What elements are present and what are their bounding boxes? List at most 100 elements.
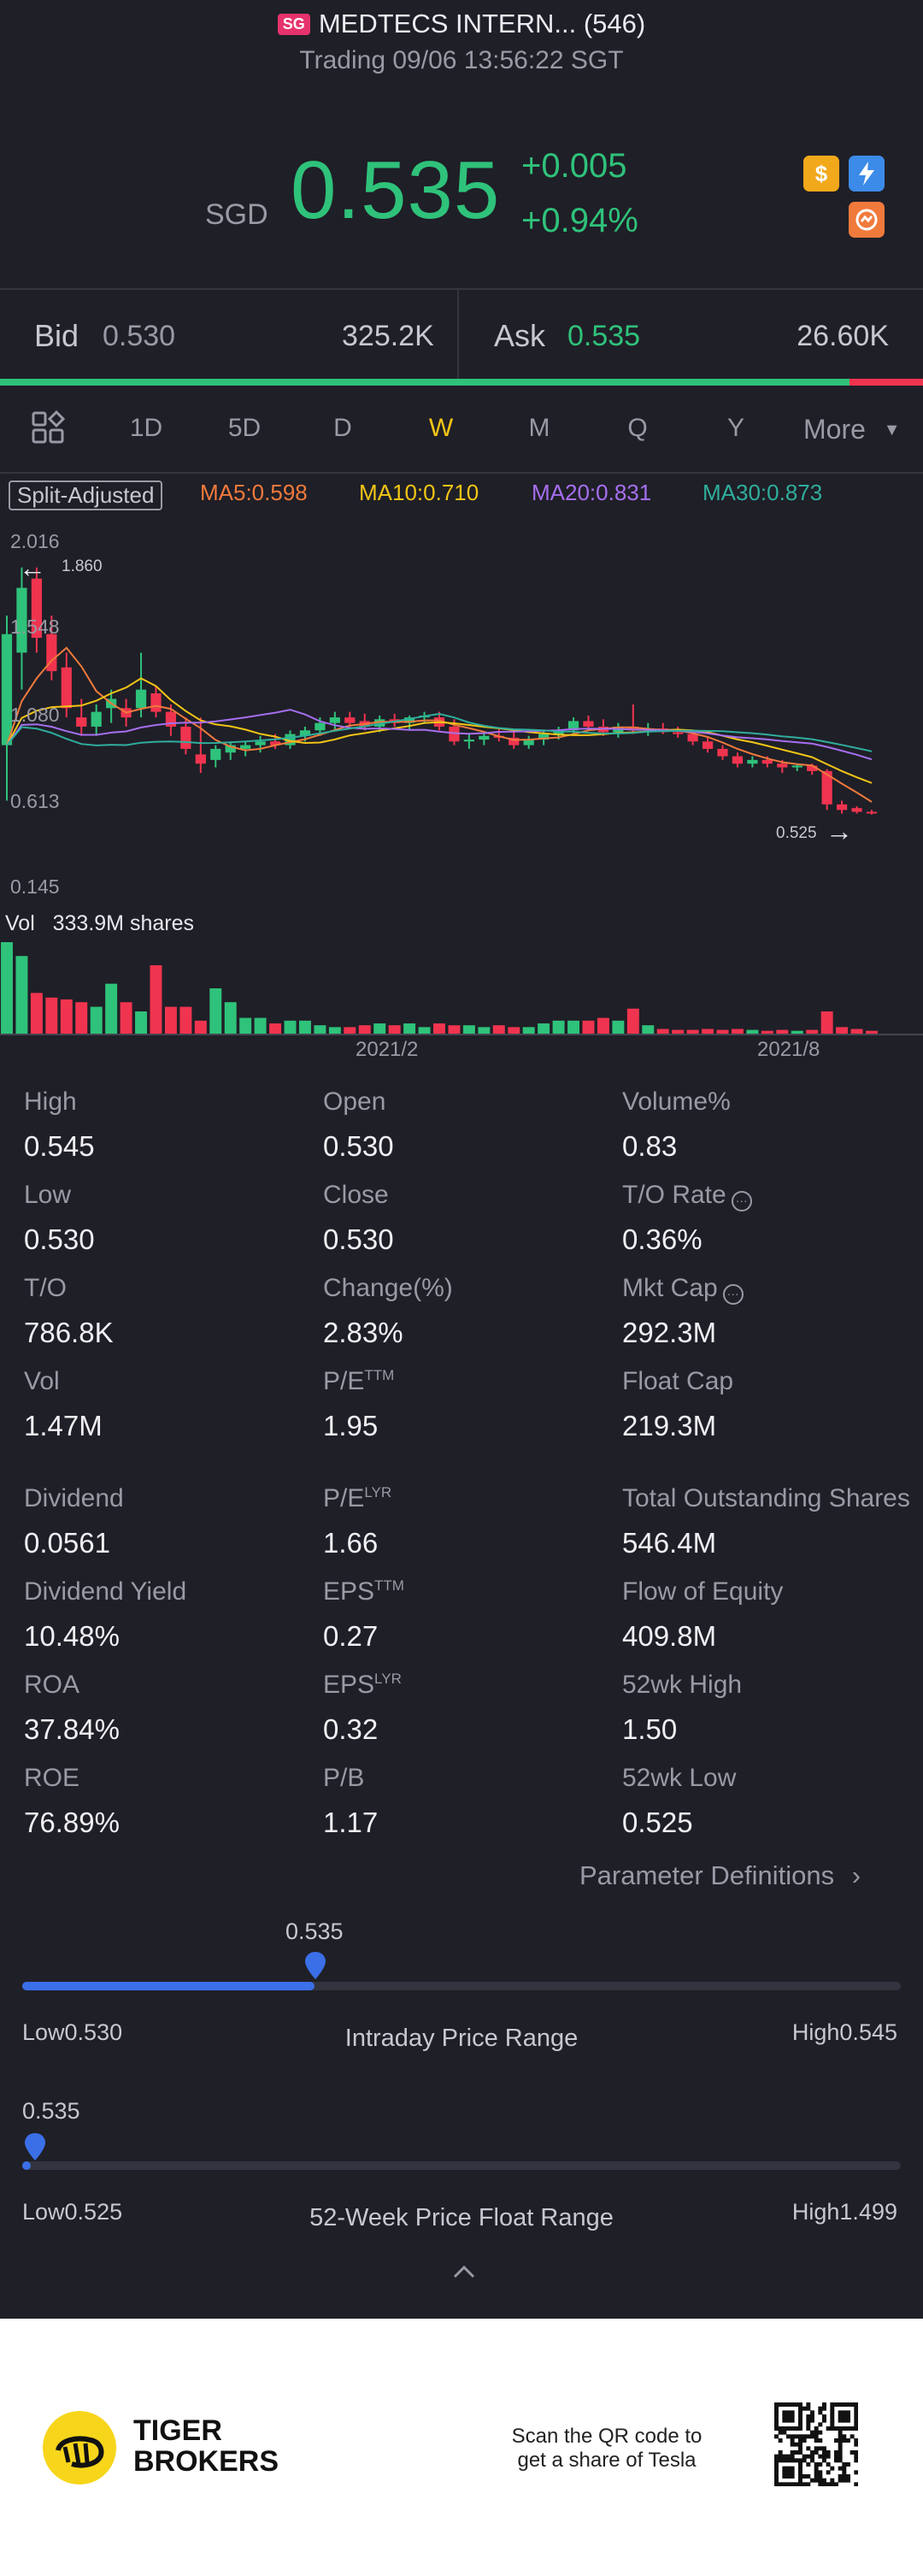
qr-module <box>822 2418 826 2423</box>
candle <box>866 811 878 814</box>
qr-module <box>806 2434 811 2439</box>
qr-module <box>822 2450 826 2455</box>
week52-high: High1.499 <box>791 2199 897 2225</box>
chevron-right-icon: › <box>851 1860 861 1890</box>
candle <box>851 808 862 812</box>
qr-module <box>806 2474 811 2479</box>
price-chart[interactable] <box>0 522 923 906</box>
tab-more[interactable]: More ▼ <box>803 414 901 445</box>
qr-module <box>814 2478 819 2483</box>
split-adjusted-toggle[interactable]: Split-Adjusted <box>9 480 163 510</box>
dollar-icon[interactable]: $ <box>803 156 839 192</box>
tab-y[interactable]: Y <box>726 414 744 442</box>
volume-bar <box>850 1029 863 1035</box>
stat-label: P/B <box>323 1764 364 1793</box>
stat-value: 292.3M <box>622 1317 717 1348</box>
candle <box>673 732 684 734</box>
qr-module <box>814 2426 819 2431</box>
volume-bar <box>60 999 73 1035</box>
qr-module <box>814 2462 819 2467</box>
qr-module <box>838 2478 843 2483</box>
qr-module <box>830 2478 835 2483</box>
arrow-left-icon: ← <box>19 552 46 583</box>
candle <box>702 741 714 749</box>
volume-bar <box>538 1023 550 1035</box>
candle <box>717 748 728 757</box>
stat-value: 76.89% <box>24 1807 120 1838</box>
swap-icon[interactable] <box>849 202 885 238</box>
info-icon[interactable]: ··· <box>731 1191 752 1211</box>
qr-module <box>790 2470 795 2475</box>
qr-text-line1: Scan the QR code to <box>511 2425 703 2448</box>
qr-code[interactable] <box>774 2402 858 2486</box>
qr-module <box>826 2470 831 2475</box>
ma30-line <box>6 712 873 752</box>
info-icon[interactable]: ··· <box>722 1284 744 1305</box>
stat-label: Mkt Cap ··· <box>622 1274 744 1305</box>
tab-1d[interactable]: 1D <box>129 414 163 442</box>
stat-label-text: Total Outstanding Shares <box>622 1484 910 1512</box>
qr-module <box>846 2414 850 2419</box>
layout-grid-icon[interactable] <box>31 410 66 449</box>
qr-module <box>802 2438 807 2443</box>
qr-module <box>846 2478 850 2483</box>
ma5-label: MA5:0.598 <box>200 480 308 505</box>
qr-module <box>782 2470 787 2475</box>
ma10-line <box>6 677 873 784</box>
qr-module <box>798 2482 802 2486</box>
stat-label: Dividend Yield <box>24 1577 186 1606</box>
qr-module <box>854 2470 858 2475</box>
qr-module <box>802 2454 807 2459</box>
qr-module <box>774 2422 779 2427</box>
qr-module <box>846 2438 850 2443</box>
candle <box>807 765 818 771</box>
qr-module <box>842 2426 847 2431</box>
volume-bar <box>462 1025 475 1035</box>
ask-price: 0.535 <box>567 320 641 352</box>
volume-bar <box>582 1020 595 1035</box>
qr-module <box>806 2446 811 2451</box>
qr-module <box>774 2478 779 2483</box>
qr-module <box>830 2426 835 2431</box>
candle <box>16 587 27 653</box>
tab-d[interactable]: D <box>333 414 352 442</box>
qr-module <box>774 2470 779 2475</box>
stat-label: Volume% <box>622 1088 731 1117</box>
stat-label: High <box>24 1088 77 1117</box>
ma10-label: MA10:0.710 <box>359 480 479 505</box>
qr-module <box>778 2454 783 2459</box>
qr-module <box>838 2434 843 2439</box>
intraday-current-value: 0.535 <box>285 1919 344 1944</box>
stat-label-text: Dividend <box>24 1484 124 1512</box>
volume-bar <box>776 1029 789 1035</box>
qr-module <box>778 2450 783 2455</box>
stat-value: 0.530 <box>24 1223 95 1255</box>
candle <box>61 667 72 709</box>
tab-q[interactable]: Q <box>627 414 648 442</box>
qr-module <box>842 2470 847 2475</box>
volume-bar <box>344 1027 356 1035</box>
stat-label: P/ELYR <box>323 1484 391 1513</box>
qr-module <box>774 2482 779 2486</box>
y-axis-label: 1.080 <box>10 704 60 726</box>
qr-module <box>854 2410 858 2415</box>
tab-5d[interactable]: 5D <box>227 414 262 442</box>
intraday-low: Low0.530 <box>22 2019 123 2045</box>
tab-m[interactable]: M <box>528 414 550 442</box>
candle <box>821 770 832 805</box>
qr-module <box>794 2402 799 2407</box>
flash-icon[interactable] <box>849 156 885 192</box>
candle <box>299 730 311 736</box>
qr-module <box>786 2418 791 2423</box>
bid-label: Bid <box>34 318 79 353</box>
qr-module <box>778 2482 783 2486</box>
qr-module <box>822 2482 826 2486</box>
chevron-up-icon[interactable] <box>451 2262 477 2285</box>
volume-bar <box>597 1017 609 1035</box>
tab-w[interactable]: W <box>428 414 454 442</box>
candle <box>210 748 221 760</box>
qr-module <box>838 2426 843 2431</box>
qr-module <box>798 2466 802 2471</box>
parameter-definitions-link[interactable]: Parameter Definitions › <box>579 1860 861 1891</box>
qr-module <box>854 2454 858 2459</box>
